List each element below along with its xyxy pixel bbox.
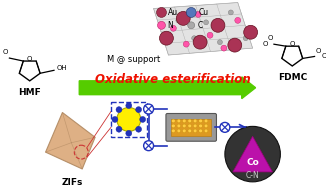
Text: C: C (197, 21, 202, 30)
Text: O: O (316, 47, 321, 53)
Circle shape (176, 18, 181, 23)
Polygon shape (46, 112, 95, 169)
Text: O: O (27, 56, 32, 62)
Circle shape (199, 124, 202, 128)
Circle shape (244, 25, 258, 39)
Circle shape (195, 12, 201, 17)
Circle shape (177, 129, 181, 133)
Text: Co: Co (246, 158, 259, 167)
Circle shape (221, 45, 227, 51)
Circle shape (136, 126, 141, 132)
Text: O: O (322, 53, 326, 60)
Circle shape (204, 20, 209, 25)
Circle shape (176, 12, 190, 25)
Circle shape (188, 129, 191, 133)
Circle shape (183, 119, 186, 123)
Text: OH: OH (57, 65, 67, 71)
Text: HMF: HMF (18, 88, 41, 97)
Circle shape (204, 124, 208, 128)
Circle shape (204, 119, 208, 123)
Circle shape (117, 108, 141, 131)
Circle shape (183, 124, 186, 128)
Circle shape (193, 119, 197, 123)
Polygon shape (233, 136, 273, 172)
Text: Oxidative esterification: Oxidative esterification (96, 73, 251, 86)
Circle shape (159, 31, 173, 45)
FancyBboxPatch shape (171, 119, 211, 136)
Circle shape (228, 10, 233, 15)
Circle shape (243, 36, 248, 41)
Circle shape (170, 25, 176, 31)
Circle shape (171, 129, 175, 133)
Circle shape (144, 104, 154, 114)
Text: ZIFs: ZIFs (62, 178, 83, 187)
Circle shape (126, 103, 132, 108)
Circle shape (183, 41, 189, 47)
Circle shape (116, 126, 122, 132)
Circle shape (136, 107, 141, 113)
Circle shape (199, 119, 202, 123)
Circle shape (188, 119, 191, 123)
Circle shape (156, 8, 167, 17)
Text: N: N (168, 21, 173, 30)
Circle shape (186, 8, 196, 17)
Circle shape (140, 116, 146, 122)
FancyArrow shape (79, 77, 256, 99)
Circle shape (193, 124, 197, 128)
Text: O: O (267, 35, 273, 41)
Text: M @ support: M @ support (107, 56, 160, 64)
Text: O: O (3, 49, 8, 55)
Circle shape (192, 36, 197, 41)
Circle shape (171, 119, 175, 123)
Circle shape (183, 129, 186, 133)
Circle shape (204, 129, 208, 133)
Circle shape (177, 119, 181, 123)
Circle shape (225, 126, 280, 182)
Circle shape (188, 124, 191, 128)
Circle shape (199, 129, 202, 133)
Circle shape (207, 32, 213, 38)
Polygon shape (154, 2, 253, 55)
Circle shape (177, 124, 181, 128)
Circle shape (112, 116, 118, 122)
Text: O: O (289, 41, 295, 47)
Circle shape (193, 35, 207, 49)
Circle shape (193, 129, 197, 133)
Circle shape (116, 107, 122, 113)
Circle shape (144, 141, 154, 151)
Circle shape (235, 17, 241, 23)
Circle shape (126, 130, 132, 136)
Text: Cu: Cu (198, 8, 208, 17)
Circle shape (157, 21, 166, 29)
Circle shape (211, 18, 225, 32)
Circle shape (188, 22, 195, 29)
Text: FDMC: FDMC (278, 73, 307, 82)
Circle shape (220, 122, 230, 132)
Text: C-N: C-N (246, 171, 259, 180)
Circle shape (217, 40, 222, 45)
Text: Au: Au (169, 8, 179, 17)
Circle shape (228, 38, 242, 52)
FancyBboxPatch shape (166, 113, 216, 141)
Circle shape (171, 124, 175, 128)
Text: O: O (262, 41, 268, 47)
